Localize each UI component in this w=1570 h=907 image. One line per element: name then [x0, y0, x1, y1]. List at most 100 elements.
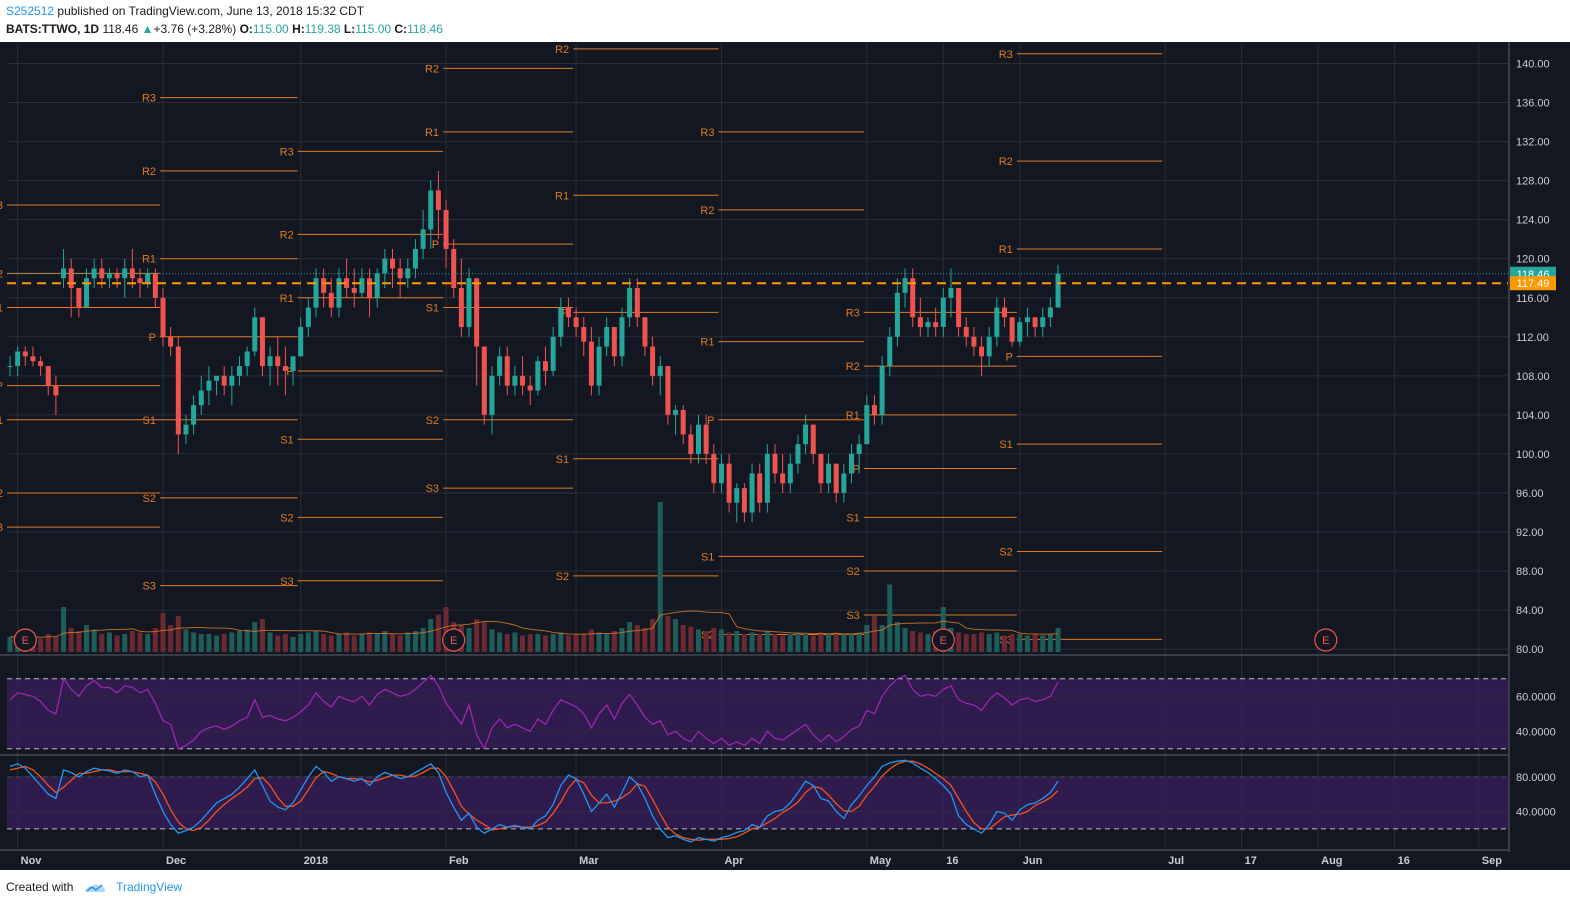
time-tick-label: Jul — [1168, 855, 1184, 867]
candle-body — [933, 322, 939, 328]
candle-body — [76, 288, 82, 308]
candle-body — [390, 258, 395, 269]
volume-bar — [810, 635, 816, 652]
candle-body — [53, 385, 59, 396]
earnings-marker — [13, 628, 37, 652]
price-tick-label: 136.00 — [1516, 98, 1550, 110]
volume-bar — [611, 631, 617, 652]
open-value: 115.00 — [252, 22, 289, 36]
volume-bar — [963, 634, 969, 652]
volume-bar — [757, 634, 763, 652]
pivot-level-label: S1 — [0, 415, 3, 427]
volume-bar — [1032, 634, 1038, 652]
pivot-level-label: R2 — [846, 361, 860, 373]
candle-body — [527, 385, 533, 391]
rsi-band — [7, 678, 1508, 749]
candle-body — [175, 346, 181, 435]
pivot-level-label: S3 — [426, 483, 439, 495]
pivot-level-label: S1 — [846, 512, 859, 524]
candle-body — [282, 366, 288, 371]
volume-bar — [99, 634, 105, 652]
candle-body — [290, 356, 296, 371]
price-tick-label: 104.00 — [1516, 410, 1550, 422]
volume-bar — [91, 629, 97, 652]
volume-bar — [619, 628, 625, 652]
volume-bar — [894, 622, 900, 652]
price-tick-label: 100.00 — [1516, 449, 1550, 461]
candle-body — [198, 390, 204, 406]
time-tick-label: 16 — [1398, 855, 1410, 867]
price-tick-label: 92.00 — [1516, 527, 1544, 539]
candle-body — [879, 366, 885, 415]
volume-bar — [994, 632, 1000, 652]
price-tick-label: 116.00 — [1516, 293, 1549, 305]
symbol-name: BATS:TTWO, 1D — [6, 22, 100, 36]
rsi-tick-label: 60.0000 — [1516, 691, 1556, 703]
volume-bar — [38, 638, 44, 652]
volume-bar — [336, 634, 342, 652]
candle-body — [611, 327, 617, 357]
volume-bar — [160, 613, 166, 652]
candle-body — [780, 473, 786, 484]
price-tick-label: 140.00 — [1516, 59, 1550, 71]
volume-bar — [711, 628, 717, 652]
volume-bar — [657, 502, 663, 652]
candle-body — [856, 444, 862, 454]
volume-bar — [718, 629, 724, 652]
candle-body — [994, 307, 1000, 337]
volume-bar — [397, 635, 403, 652]
candle-body — [99, 268, 105, 279]
publish-info: S252512 published on TradingView.com, Ju… — [6, 4, 364, 18]
high-value: 119.38 — [304, 22, 341, 36]
price-chart[interactable]: 140.00 136.00 132.00 128.00 124.00 120.00 116.… — [0, 42, 1570, 870]
volume-bar — [764, 631, 770, 652]
volume-bar — [879, 625, 885, 652]
volume-bar — [826, 634, 832, 652]
pivot-level-label: S2 — [143, 493, 156, 505]
volume-bar — [688, 626, 694, 652]
created-with-text: Created with — [6, 880, 74, 894]
candle-body — [810, 424, 816, 454]
candle-body — [787, 463, 793, 484]
candle-body — [535, 361, 541, 391]
time-tick-label: Apr — [724, 855, 744, 867]
candle-body — [795, 444, 801, 464]
volume-bar — [902, 628, 908, 652]
candle-body — [129, 268, 135, 279]
pivot-level-label: P — [286, 366, 293, 378]
candle-body — [497, 356, 503, 376]
candle-body — [7, 366, 13, 368]
volume-bar — [795, 632, 801, 652]
volume-bar — [474, 619, 480, 652]
volume-bar — [198, 634, 204, 652]
volume-bar — [359, 634, 365, 652]
up-arrow-icon: ▲ — [141, 22, 154, 36]
volume-bar — [787, 634, 793, 652]
candle-body — [925, 322, 931, 328]
volume-bar — [1009, 634, 1015, 652]
volume-bar — [344, 632, 350, 652]
candle-body — [940, 297, 946, 328]
volume-bar — [53, 637, 59, 652]
pivot-level-label: P — [149, 332, 156, 344]
volume-bar — [565, 635, 571, 652]
candle-body — [520, 375, 526, 386]
candle-body — [267, 356, 273, 367]
candle-body — [757, 473, 763, 503]
volume-bar — [680, 625, 686, 652]
volume-bar — [925, 634, 931, 652]
volume-bar — [642, 628, 648, 652]
tradingview-link[interactable]: TradingView — [116, 880, 183, 894]
candle-body — [887, 336, 893, 367]
candle-body — [665, 366, 671, 415]
author-link[interactable]: S252512 — [6, 4, 55, 18]
pivot-level-label: R2 — [425, 63, 439, 75]
candle-body — [1009, 317, 1015, 342]
earnings-marker — [1314, 628, 1338, 652]
volume-bar — [114, 635, 120, 652]
candle-body — [680, 410, 686, 435]
stoch-band — [7, 776, 1508, 829]
volume-bar — [282, 634, 288, 652]
price-tick-label: 96.00 — [1516, 488, 1544, 500]
pivot-level-label: P — [562, 307, 569, 319]
